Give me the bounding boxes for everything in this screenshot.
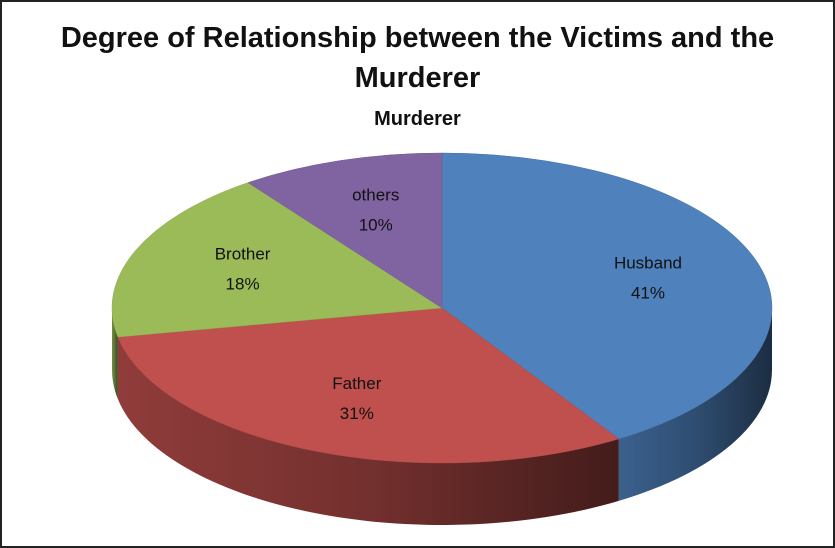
slice-value-label: 31% <box>340 404 374 423</box>
pie-slice <box>247 152 443 309</box>
pie-slice <box>441 152 773 440</box>
slice-category-label: Husband <box>614 253 682 272</box>
slice-value-label: 41% <box>631 283 665 302</box>
title-box: Degree of Relationship between the Victi… <box>2 18 833 98</box>
slice-value-label: 18% <box>226 274 260 293</box>
slice-value-label: 10% <box>359 216 393 235</box>
pie-slice <box>117 307 620 464</box>
chart-subtitle: Murderer <box>374 108 461 130</box>
chart-title: Degree of Relationship between the Victi… <box>60 22 775 94</box>
slice-category-label: Brother <box>215 244 271 263</box>
pie-side <box>117 337 619 525</box>
slice-category-label: Father <box>332 374 381 393</box>
slice-category-label: others <box>352 186 399 205</box>
pie-slice <box>111 182 443 338</box>
pie-side <box>112 308 118 400</box>
pie-side <box>618 308 772 501</box>
